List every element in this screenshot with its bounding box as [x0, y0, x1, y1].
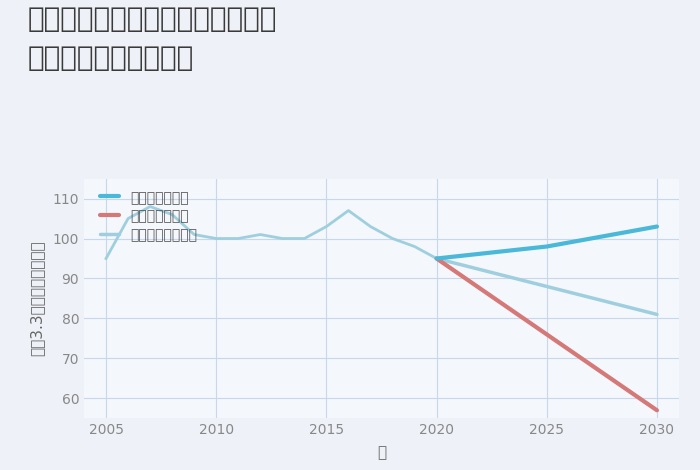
Legend: グッドシナリオ, バッドシナリオ, ノーマルシナリオ: グッドシナリオ, バッドシナリオ, ノーマルシナリオ	[97, 188, 200, 245]
ノーマルシナリオ	[653, 312, 662, 317]
Line: バッドシナリオ: バッドシナリオ	[437, 258, 657, 410]
Line: グッドシナリオ: グッドシナリオ	[437, 227, 657, 258]
バッドシナリオ	[433, 256, 441, 261]
グッドシナリオ	[433, 256, 441, 261]
バッドシナリオ	[653, 407, 662, 413]
バッドシナリオ	[542, 332, 551, 337]
ノーマルシナリオ	[542, 284, 551, 290]
Text: 兵庫県姫路市三左衛門堀西の町の
中古戸建ての価格推移: 兵庫県姫路市三左衛門堀西の町の 中古戸建ての価格推移	[28, 5, 277, 72]
Y-axis label: 坪（3.3㎡）単価（万円）: 坪（3.3㎡）単価（万円）	[29, 241, 44, 356]
グッドシナリオ	[542, 243, 551, 249]
X-axis label: 年: 年	[377, 446, 386, 461]
Line: ノーマルシナリオ: ノーマルシナリオ	[437, 258, 657, 314]
グッドシナリオ	[653, 224, 662, 229]
ノーマルシナリオ	[433, 256, 441, 261]
